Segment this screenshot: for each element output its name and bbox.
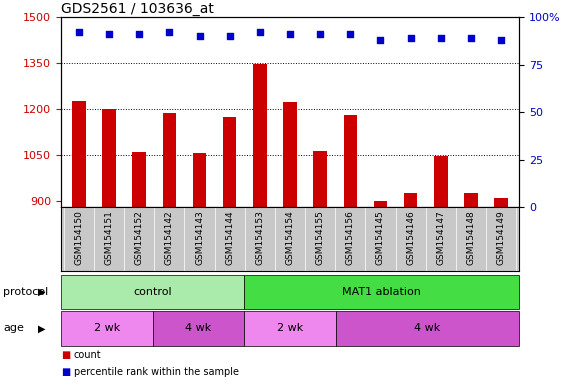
Bar <box>434 156 448 207</box>
Point <box>195 33 204 40</box>
Point <box>225 33 234 40</box>
Point <box>406 35 415 41</box>
Bar <box>72 101 86 207</box>
Text: count: count <box>74 350 101 360</box>
Text: GSM154154: GSM154154 <box>285 210 295 265</box>
Text: 2 wk: 2 wk <box>93 323 120 333</box>
Text: GSM154150: GSM154150 <box>74 210 84 265</box>
Point <box>74 30 84 36</box>
Text: ▶: ▶ <box>38 287 45 297</box>
Point <box>104 31 114 38</box>
Bar <box>404 193 418 207</box>
Point <box>316 31 325 38</box>
Point <box>255 30 264 36</box>
Text: GSM154142: GSM154142 <box>165 210 174 265</box>
Point <box>346 31 355 38</box>
Bar <box>162 113 176 207</box>
Text: GSM154151: GSM154151 <box>104 210 114 265</box>
Bar <box>132 152 146 207</box>
Text: GSM154146: GSM154146 <box>406 210 415 265</box>
Text: GSM154147: GSM154147 <box>436 210 445 265</box>
Point <box>496 37 506 43</box>
Point <box>165 30 174 36</box>
Text: GSM154149: GSM154149 <box>496 210 506 265</box>
Text: GSM154143: GSM154143 <box>195 210 204 265</box>
Bar <box>244 311 336 346</box>
Point <box>135 31 144 38</box>
Text: ■: ■ <box>61 367 70 377</box>
Point <box>466 35 476 41</box>
Text: GSM154145: GSM154145 <box>376 210 385 265</box>
Bar <box>61 275 244 309</box>
Text: percentile rank within the sample: percentile rank within the sample <box>74 367 238 377</box>
Bar <box>244 275 519 309</box>
Text: 4 wk: 4 wk <box>414 323 441 333</box>
Bar <box>193 153 206 207</box>
Text: control: control <box>133 287 172 297</box>
Bar <box>153 311 244 346</box>
Bar <box>313 151 327 207</box>
Text: GSM154155: GSM154155 <box>316 210 325 265</box>
Bar <box>223 117 237 207</box>
Text: GSM154152: GSM154152 <box>135 210 144 265</box>
Bar <box>494 197 508 207</box>
Bar <box>374 201 387 207</box>
Bar <box>464 193 478 207</box>
Text: ▶: ▶ <box>38 323 45 333</box>
Bar <box>102 109 116 207</box>
Bar <box>283 102 297 207</box>
Text: ■: ■ <box>61 350 70 360</box>
Bar <box>253 64 267 207</box>
Point <box>436 35 445 41</box>
Text: age: age <box>3 323 24 333</box>
Bar <box>343 115 357 207</box>
Point <box>285 31 295 38</box>
Point <box>376 37 385 43</box>
Text: MAT1 ablation: MAT1 ablation <box>342 287 421 297</box>
Text: 4 wk: 4 wk <box>185 323 212 333</box>
Text: GDS2561 / 103636_at: GDS2561 / 103636_at <box>61 2 214 16</box>
Bar <box>336 311 519 346</box>
Text: 2 wk: 2 wk <box>277 323 303 333</box>
Text: protocol: protocol <box>3 287 48 297</box>
Text: GSM154144: GSM154144 <box>225 210 234 265</box>
Bar <box>61 311 153 346</box>
Text: GSM154156: GSM154156 <box>346 210 355 265</box>
Text: GSM154153: GSM154153 <box>255 210 264 265</box>
Text: GSM154148: GSM154148 <box>466 210 476 265</box>
